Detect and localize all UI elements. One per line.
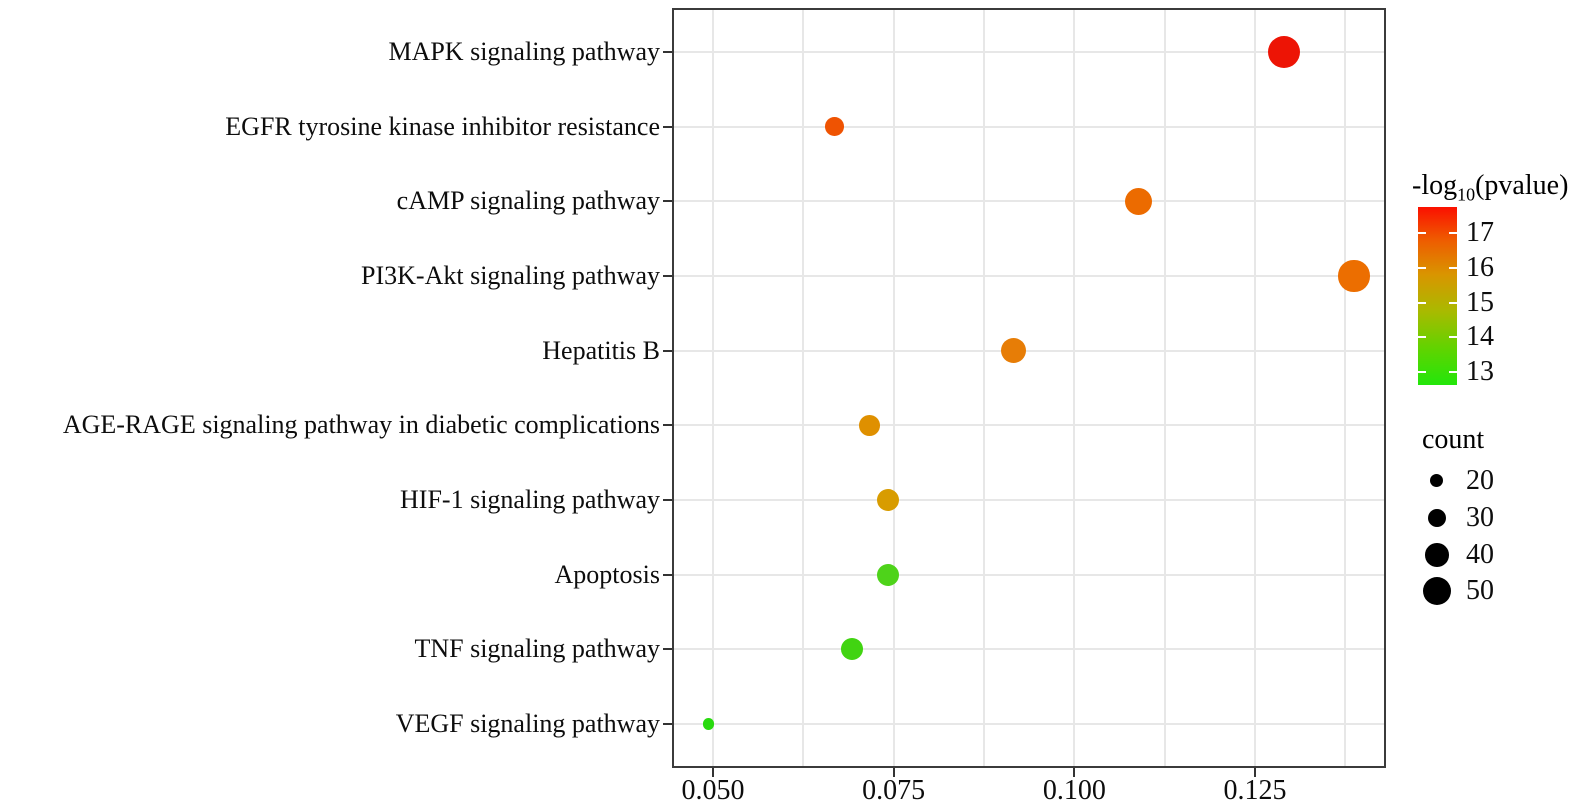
data-point-dot	[876, 563, 900, 586]
y-axis-label: TNF signaling pathway	[414, 634, 660, 664]
colorbar-tick-left	[1418, 301, 1426, 304]
data-point-dot	[1338, 260, 1370, 292]
data-point-dot	[1000, 337, 1027, 364]
colorbar-tick-left	[1418, 232, 1426, 235]
x-axis-tick-label: 0.075	[862, 775, 926, 806]
size-legend-dot	[1425, 543, 1449, 567]
size-legend-dot	[1427, 508, 1447, 528]
gridline-vertical	[1163, 10, 1166, 766]
data-point-dot	[1267, 36, 1300, 68]
y-axis-tick	[663, 573, 672, 576]
color-legend-title-prefix: -log	[1412, 170, 1458, 201]
x-axis-tick-label: 0.050	[681, 775, 745, 806]
y-axis-label: AGE-RAGE signaling pathway in diabetic c…	[62, 410, 660, 440]
data-point-dot	[702, 718, 715, 730]
data-point-dot	[840, 638, 863, 661]
y-axis-tick	[663, 51, 672, 53]
y-axis-label: Apoptosis	[554, 559, 660, 589]
colorbar-tick-left	[1418, 266, 1426, 269]
y-axis-tick	[663, 424, 672, 427]
gridline-horizontal	[674, 648, 1384, 651]
x-axis-tick-label: 0.125	[1223, 775, 1287, 806]
gridline-vertical	[712, 10, 714, 766]
data-point-dot	[1125, 187, 1153, 215]
y-axis-label: Hepatitis B	[542, 335, 660, 365]
color-legend-gradient-bar	[1418, 207, 1457, 385]
colorbar-tick-right	[1449, 232, 1457, 235]
color-legend-title: -log10(pvalue)	[1412, 170, 1568, 206]
size-legend-label: 20	[1466, 465, 1494, 496]
gridline-vertical	[1073, 10, 1076, 766]
colorbar-tick-left	[1418, 336, 1426, 339]
y-axis-label: PI3K-Akt signaling pathway	[361, 261, 660, 290]
colorbar-tick-label: 14	[1466, 321, 1494, 353]
gridline-vertical	[1344, 10, 1347, 766]
color-legend-title-suffix: (pvalue)	[1475, 170, 1569, 201]
x-axis-tick	[1254, 768, 1257, 777]
y-axis-tick	[663, 125, 672, 128]
gridline-vertical	[892, 10, 895, 766]
gridline-horizontal	[674, 275, 1384, 277]
size-legend-dot	[1423, 576, 1451, 605]
y-axis-tick	[663, 648, 672, 651]
colorbar-tick-label: 17	[1466, 217, 1494, 249]
gridline-horizontal	[674, 499, 1384, 501]
size-legend-label: 40	[1466, 539, 1494, 570]
y-axis-label: HIF-1 signaling pathway	[400, 485, 660, 514]
colorbar-tick-label: 13	[1466, 355, 1494, 387]
size-legend-label: 30	[1466, 502, 1494, 533]
colorbar-tick-right	[1449, 301, 1457, 304]
color-legend-title-subscript: 10	[1457, 184, 1476, 205]
colorbar-tick-left	[1418, 370, 1426, 373]
colorbar-tick-right	[1449, 266, 1457, 269]
gridline-horizontal	[674, 573, 1384, 576]
gridline-vertical	[983, 10, 985, 766]
y-axis-tick	[663, 200, 672, 203]
data-point-dot	[876, 488, 900, 512]
y-axis-label: MAPK signaling pathway	[388, 37, 660, 66]
gridline-horizontal	[674, 200, 1384, 203]
gridline-horizontal	[674, 723, 1384, 725]
colorbar-tick-label: 15	[1466, 286, 1494, 318]
gridline-horizontal	[674, 125, 1384, 128]
y-axis-label: cAMP signaling pathway	[396, 186, 660, 216]
gridline-vertical	[802, 10, 805, 766]
y-axis-tick	[663, 349, 672, 352]
y-axis-tick	[663, 499, 672, 501]
gridline-vertical	[1254, 10, 1257, 766]
x-axis-tick-label: 0.100	[1042, 775, 1106, 806]
data-point-dot	[859, 414, 881, 436]
y-axis-label: VEGF signaling pathway	[395, 709, 660, 738]
x-axis-tick	[712, 768, 714, 777]
y-axis-tick	[663, 275, 672, 277]
x-axis-tick	[892, 768, 895, 777]
size-legend-title: count	[1422, 424, 1485, 455]
gridline-horizontal	[674, 424, 1384, 427]
y-axis-label: EGFR tyrosine kinase inhibitor resistanc…	[225, 111, 660, 141]
size-legend-dot	[1430, 474, 1444, 488]
colorbar-tick-right	[1449, 370, 1457, 373]
gridline-horizontal	[674, 51, 1384, 53]
data-point-dot	[825, 117, 844, 137]
x-axis-tick	[1073, 768, 1076, 777]
colorbar-tick-label: 16	[1466, 251, 1494, 283]
colorbar-tick-right	[1449, 336, 1457, 339]
size-legend-label: 50	[1466, 575, 1494, 606]
y-axis-tick	[663, 723, 672, 725]
gridline-horizontal	[674, 349, 1384, 352]
